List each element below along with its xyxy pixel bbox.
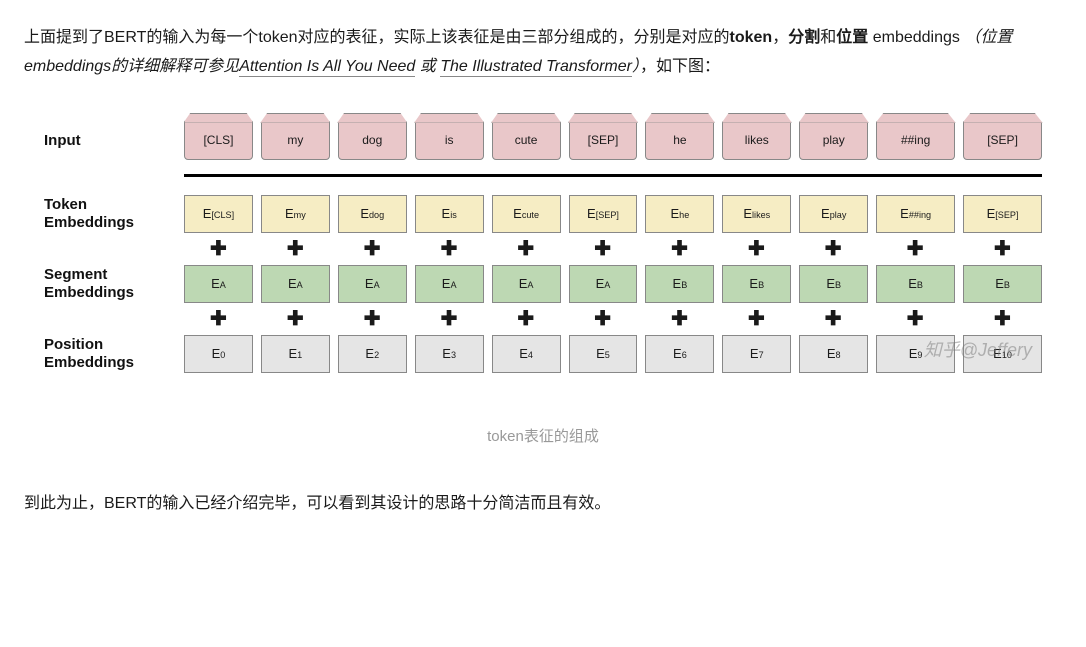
plus-icon: ✚ bbox=[568, 239, 637, 259]
segment-embedding-cell: EB bbox=[876, 265, 955, 303]
plus-icon: ✚ bbox=[415, 239, 484, 259]
divider-line bbox=[184, 174, 1042, 177]
input-token-cell: cute bbox=[492, 122, 561, 160]
plus-icon: ✚ bbox=[799, 239, 868, 259]
position-embedding-cell: E2 bbox=[338, 335, 407, 373]
bold-segment: 分割 bbox=[788, 29, 820, 46]
position-embedding-cell: E8 bbox=[799, 335, 868, 373]
token-embedding-cell: E[CLS] bbox=[184, 195, 253, 233]
text: 和 bbox=[820, 29, 836, 46]
plus-icon: ✚ bbox=[338, 309, 407, 329]
segment-embedding-cell: EA bbox=[569, 265, 638, 303]
text: embeddings bbox=[868, 29, 964, 46]
intro-paragraph: 上面提到了BERT的输入为每一个token对应的表征，实际上该表征是由三部分组成… bbox=[24, 24, 1062, 82]
plus-icon: ✚ bbox=[338, 239, 407, 259]
segment-row: SegmentEmbeddings EAEAEAEAEAEAEBEBEBEBEB bbox=[44, 265, 1042, 303]
plus-icon: ✚ bbox=[963, 309, 1042, 329]
plus-row-1: ✚ ✚ ✚ ✚ ✚ ✚ ✚ ✚ ✚ ✚ ✚ bbox=[44, 239, 1042, 259]
plus-icon: ✚ bbox=[876, 239, 955, 259]
token-embedding-cell: Edog bbox=[338, 195, 407, 233]
divider-row bbox=[44, 166, 1042, 189]
plus-icon: ✚ bbox=[261, 239, 330, 259]
plus-icon: ✚ bbox=[491, 309, 560, 329]
plus-icon: ✚ bbox=[568, 309, 637, 329]
plus-row-2: ✚ ✚ ✚ ✚ ✚ ✚ ✚ ✚ ✚ ✚ ✚ bbox=[44, 309, 1042, 329]
plus-icon: ✚ bbox=[491, 239, 560, 259]
plus-icon: ✚ bbox=[184, 309, 253, 329]
text: ） bbox=[632, 58, 640, 75]
token-embedding-cell: Ehe bbox=[645, 195, 714, 233]
position-embedding-cell: E3 bbox=[415, 335, 484, 373]
plus-icon: ✚ bbox=[722, 239, 791, 259]
bold-token: token bbox=[730, 29, 773, 46]
text: 上面提到了BERT的输入为每一个token对应的表征，实际上该表征是由三部分组成… bbox=[24, 29, 730, 46]
token-embedding-cell: Ecute bbox=[492, 195, 561, 233]
position-embedding-cell: E5 bbox=[569, 335, 638, 373]
input-token-cell: ##ing bbox=[876, 122, 955, 160]
plus-icon: ✚ bbox=[645, 239, 714, 259]
text: 或 bbox=[415, 58, 440, 75]
position-embedding-cell: E9 bbox=[876, 335, 955, 373]
input-token-cell: [SEP] bbox=[569, 122, 638, 160]
segment-embedding-cell: EA bbox=[261, 265, 330, 303]
segment-embedding-cell: EB bbox=[799, 265, 868, 303]
input-token-cell: my bbox=[261, 122, 330, 160]
token-embedding-cell: Elikes bbox=[722, 195, 791, 233]
link-attention[interactable]: Attention Is All You Need bbox=[239, 58, 415, 77]
segment-embedding-cell: EA bbox=[415, 265, 484, 303]
input-token-cell: is bbox=[415, 122, 484, 160]
row-label-input: Input bbox=[44, 132, 184, 150]
segment-embedding-cell: EA bbox=[338, 265, 407, 303]
plus-icon: ✚ bbox=[415, 309, 484, 329]
plus-icon: ✚ bbox=[184, 239, 253, 259]
position-embedding-cell: E0 bbox=[184, 335, 253, 373]
plus-icon: ✚ bbox=[645, 309, 714, 329]
token-row: TokenEmbeddings E[CLS]EmyEdogEisEcuteE[S… bbox=[44, 195, 1042, 233]
bert-embedding-diagram: Input [CLS]mydogiscute[SEP]helikesplay##… bbox=[44, 122, 1042, 373]
position-embedding-cell: E4 bbox=[492, 335, 561, 373]
row-label-position: PositionEmbeddings bbox=[44, 336, 184, 372]
segment-embedding-cell: EA bbox=[184, 265, 253, 303]
closing-paragraph: 到此为止，BERT的输入已经介绍完毕，可以看到其设计的思路十分简洁而且有效。 bbox=[24, 490, 1062, 519]
segment-embedding-cell: EA bbox=[492, 265, 561, 303]
bold-position: 位置 bbox=[836, 29, 868, 46]
row-label-segment: SegmentEmbeddings bbox=[44, 266, 184, 302]
figure-caption: token表征的组成 bbox=[24, 423, 1062, 450]
token-embedding-cell: Eplay bbox=[799, 195, 868, 233]
position-embedding-cell: E6 bbox=[645, 335, 714, 373]
position-embedding-cell: E10 bbox=[963, 335, 1042, 373]
input-token-cell: [CLS] bbox=[184, 122, 253, 160]
input-token-cell: he bbox=[645, 122, 714, 160]
input-token-cell: dog bbox=[338, 122, 407, 160]
input-token-cell: play bbox=[799, 122, 868, 160]
plus-icon: ✚ bbox=[261, 309, 330, 329]
link-illustrated-transformer[interactable]: The Illustrated Transformer bbox=[440, 58, 632, 77]
plus-icon: ✚ bbox=[876, 309, 955, 329]
text: ，如下图： bbox=[640, 58, 720, 75]
token-embedding-cell: E[SEP] bbox=[963, 195, 1042, 233]
token-embedding-cell: E##ing bbox=[876, 195, 955, 233]
token-embedding-cell: Emy bbox=[261, 195, 330, 233]
token-embedding-cell: E[SEP] bbox=[569, 195, 638, 233]
segment-embedding-cell: EB bbox=[645, 265, 714, 303]
input-token-cell: [SEP] bbox=[963, 122, 1042, 160]
plus-icon: ✚ bbox=[722, 309, 791, 329]
plus-icon: ✚ bbox=[799, 309, 868, 329]
text: ， bbox=[772, 29, 788, 46]
position-embedding-cell: E1 bbox=[261, 335, 330, 373]
position-row: PositionEmbeddings E0E1E2E3E4E5E6E7E8E9E… bbox=[44, 335, 1042, 373]
input-token-cell: likes bbox=[722, 122, 791, 160]
input-row: Input [CLS]mydogiscute[SEP]helikesplay##… bbox=[44, 122, 1042, 160]
row-label-token: TokenEmbeddings bbox=[44, 196, 184, 232]
plus-icon: ✚ bbox=[963, 239, 1042, 259]
position-embedding-cell: E7 bbox=[722, 335, 791, 373]
segment-embedding-cell: EB bbox=[963, 265, 1042, 303]
segment-embedding-cell: EB bbox=[722, 265, 791, 303]
token-embedding-cell: Eis bbox=[415, 195, 484, 233]
